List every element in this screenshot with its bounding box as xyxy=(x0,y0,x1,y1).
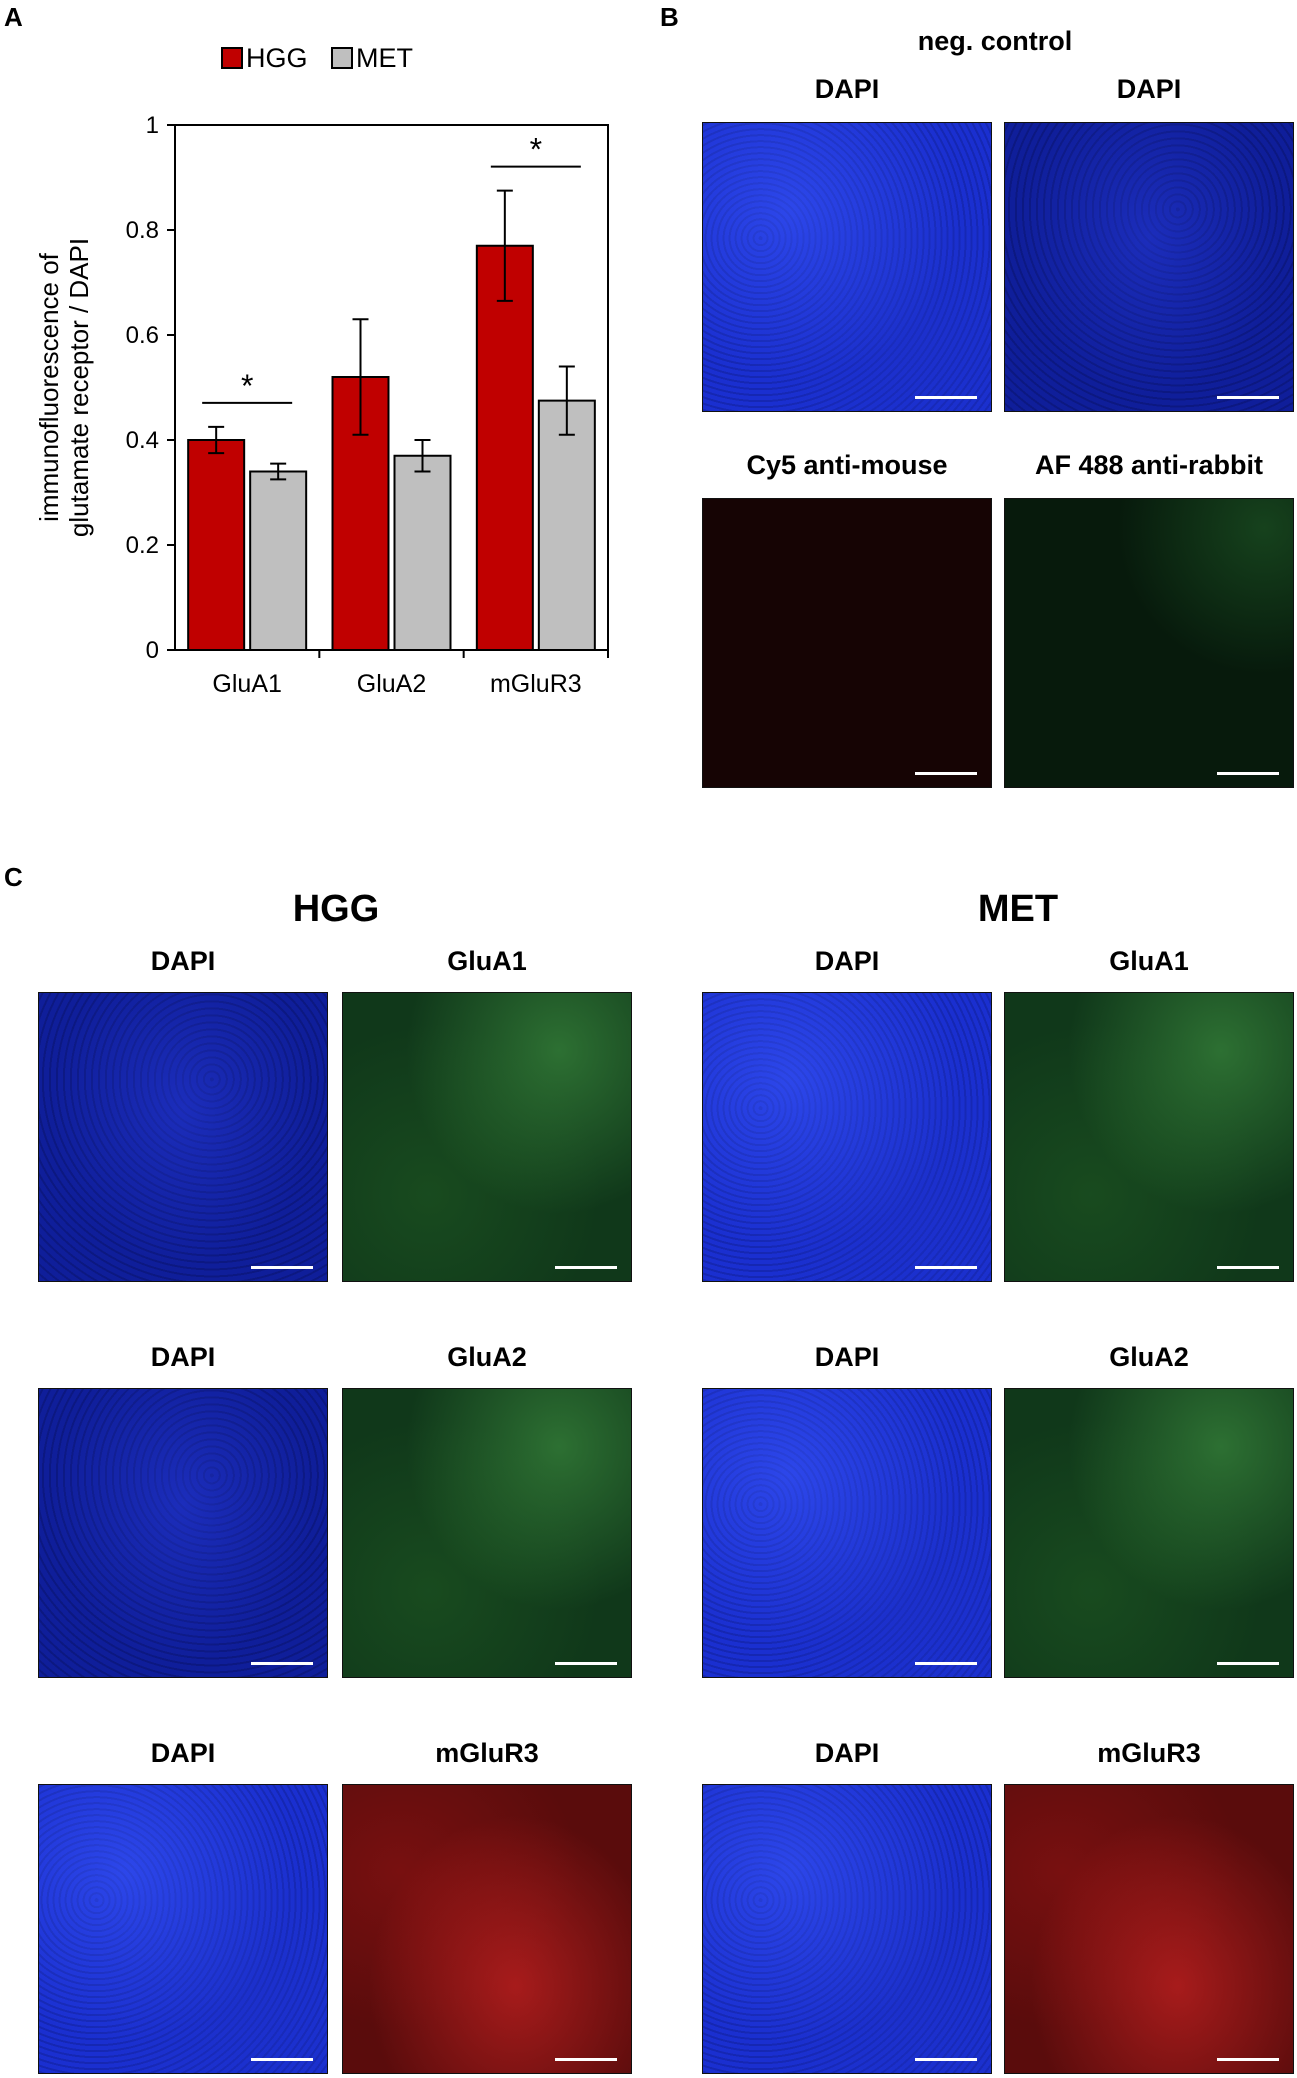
met-row3-left-label: DAPI xyxy=(814,1738,880,1768)
bar-met-glua1 xyxy=(249,470,308,651)
scale-bar xyxy=(555,1266,617,1269)
y-tick-label: 0 xyxy=(146,637,159,664)
scale-bar xyxy=(915,1662,977,1665)
hgg-row3-right-label: mGluR3 xyxy=(435,1738,539,1768)
hgg-glua2-image xyxy=(342,1388,632,1678)
y-tick-label: 0.2 xyxy=(126,532,159,559)
y-tick-label: 0.4 xyxy=(126,427,159,454)
met-row2-left-label: DAPI xyxy=(814,1342,880,1372)
met-dapi-image-1 xyxy=(702,992,992,1282)
legend-swatch-hgg xyxy=(221,47,243,69)
hgg-dapi-image-3 xyxy=(38,1784,328,2074)
hgg-dapi-image-1 xyxy=(38,992,328,1282)
scale-bar xyxy=(915,396,977,399)
hgg-row2-right-label: GluA2 xyxy=(447,1342,527,1372)
significance-star: * xyxy=(241,368,253,404)
scale-bar xyxy=(1217,1662,1279,1665)
panel-b-label-dapi-2: DAPI xyxy=(1116,74,1182,104)
bar-hgg-glua1 xyxy=(187,439,246,651)
scale-bar xyxy=(1217,1266,1279,1269)
panel-letter-a: A xyxy=(4,2,23,32)
bar-met-glua2 xyxy=(393,454,452,651)
met-row2-right-label: GluA2 xyxy=(1109,1342,1189,1372)
hgg-mglur3-image xyxy=(342,1784,632,2074)
met-title: MET xyxy=(977,888,1059,930)
bar-met-mglur3 xyxy=(537,399,596,651)
neg-control-af488-image xyxy=(1004,498,1294,788)
met-glua1-image xyxy=(1004,992,1294,1282)
neg-control-cy5-image xyxy=(702,498,992,788)
panel-b-label-dapi-1: DAPI xyxy=(814,74,880,104)
hgg-row1-right-label: GluA1 xyxy=(447,946,527,976)
bar-hgg-mglur3 xyxy=(475,244,534,651)
y-tick-label: 1 xyxy=(146,112,159,139)
neg-control-dapi-image-1 xyxy=(702,122,992,412)
met-dapi-image-2 xyxy=(702,1388,992,1678)
hgg-row2-left-label: DAPI xyxy=(150,1342,216,1372)
met-glua2-image xyxy=(1004,1388,1294,1678)
significance-star: * xyxy=(530,132,542,168)
bar-chart: HGG MET immunofluorescence of glutamate re… xyxy=(34,43,609,698)
scale-bar xyxy=(915,772,977,775)
met-dapi-image-3 xyxy=(702,1784,992,2074)
legend-label-hgg: HGG xyxy=(246,43,308,73)
met-row1-right-label: GluA1 xyxy=(1109,946,1189,976)
hgg-row3-left-label: DAPI xyxy=(150,1738,216,1768)
neg-control-dapi-image-2 xyxy=(1004,122,1294,412)
scale-bar xyxy=(915,2058,977,2061)
hgg-glua1-image xyxy=(342,992,632,1282)
panel-b-label-cy5: Cy5 anti-mouse xyxy=(746,450,948,480)
y-tick-label: 0.6 xyxy=(126,322,159,349)
scale-bar xyxy=(1217,772,1279,775)
met-row3-right-label: mGluR3 xyxy=(1097,1738,1201,1768)
scale-bar xyxy=(251,1662,313,1665)
legend-swatch-met xyxy=(331,47,353,69)
scale-bar xyxy=(1217,2058,1279,2061)
x-tick-label: GluA1 xyxy=(212,670,281,698)
x-tick-label: mGluR3 xyxy=(490,670,582,698)
panel-letter-b: B xyxy=(660,2,679,32)
hgg-row1-left-label: DAPI xyxy=(150,946,216,976)
legend-label-met: MET xyxy=(356,43,413,73)
met-row1-left-label: DAPI xyxy=(814,946,880,976)
y-axis-label: immunofluorescence of xyxy=(34,252,64,522)
y-axis-label: glutamate receptor / DAPI xyxy=(64,238,94,537)
scale-bar xyxy=(251,2058,313,2061)
x-tick-label: GluA2 xyxy=(357,670,426,698)
y-tick-label: 0.8 xyxy=(126,217,159,244)
scale-bar xyxy=(555,1662,617,1665)
hgg-dapi-image-2 xyxy=(38,1388,328,1678)
scale-bar xyxy=(915,1266,977,1269)
plot-frame xyxy=(174,124,609,651)
panel-b-label-af488: AF 488 anti-rabbit xyxy=(1034,450,1264,480)
scale-bar xyxy=(1217,396,1279,399)
neg-control-title: neg. control xyxy=(917,26,1073,56)
scale-bar xyxy=(555,2058,617,2061)
scale-bar xyxy=(251,1266,313,1269)
hgg-title: HGG xyxy=(292,888,380,930)
panel-letter-c: C xyxy=(4,862,23,892)
met-mglur3-image xyxy=(1004,1784,1294,2074)
